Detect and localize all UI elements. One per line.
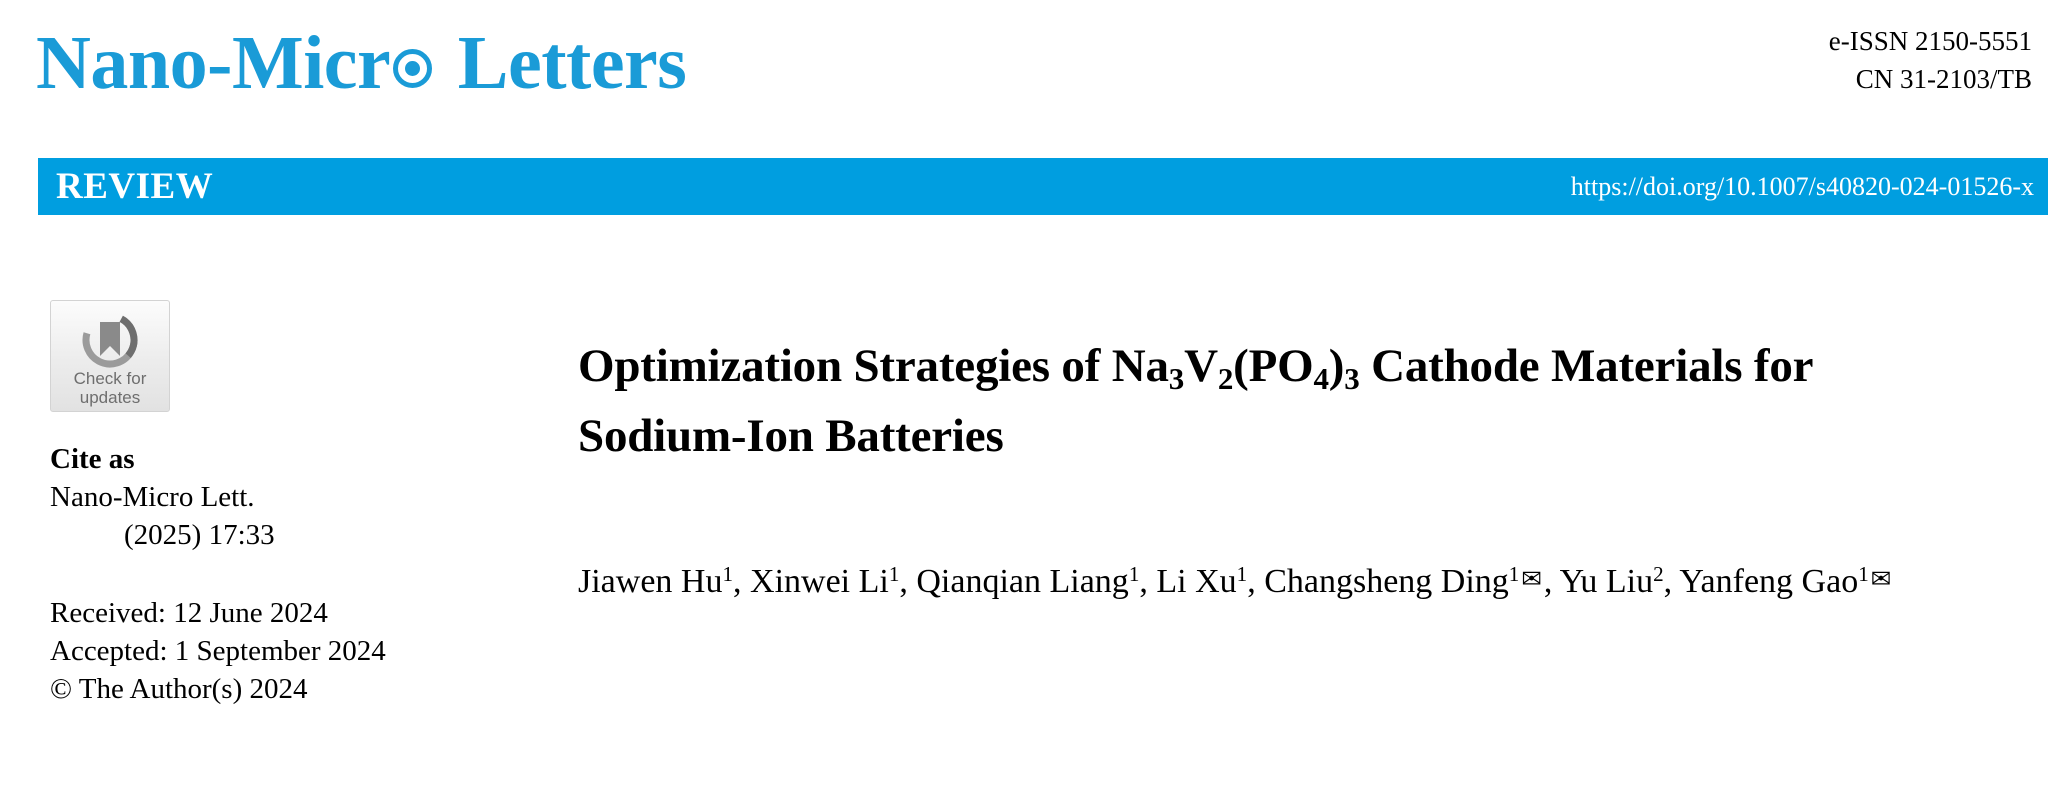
author-affiliation-marker: 1: [888, 561, 900, 586]
circled-o-logo-icon: [391, 47, 438, 94]
eissn-text: e-ISSN 2150-5551: [1828, 26, 2032, 56]
author-list: Jiawen Hu1, Xinwei Li1, Qianqian Liang1,…: [578, 553, 1938, 607]
author-entry: Qianqian Liang1,: [916, 563, 1156, 600]
crossmark-update-icon: [82, 312, 138, 368]
article-header-column: Optimization Strategies of Na3V2(PO4)3 C…: [578, 300, 1998, 608]
author-separator: ,: [1543, 562, 1560, 600]
article-title: Optimization Strategies of Na3V2(PO4)3 C…: [578, 331, 1938, 471]
crossmark-label-line1: Check for: [73, 369, 147, 388]
author-name: Yanfeng Gao: [1679, 562, 1859, 600]
journal-title-part1: Nano-Micr: [36, 21, 391, 105]
received-date: Received: 12 June 2024: [50, 597, 328, 629]
doi-link[interactable]: https://doi.org/10.1007/s40820-024-01526…: [1570, 171, 2034, 201]
left-metadata-column: Check for updates Cite as Nano-Micro Let…: [50, 300, 520, 708]
author-separator: ,: [899, 562, 917, 600]
author-name: Li Xu: [1156, 562, 1237, 600]
author-affiliation-marker: 2: [1653, 561, 1664, 586]
author-affiliation-marker: 1: [722, 561, 734, 586]
journal-masthead: Nano-Micr Letters e-ISSN 2150-5551 CN 31…: [0, 0, 2048, 150]
corresponding-author-envelope-icon[interactable]: ✉: [1521, 564, 1542, 594]
author-name: Qianqian Liang: [916, 562, 1129, 600]
author-entry: Jiawen Hu1,: [578, 563, 750, 600]
article-type-label: REVIEW: [56, 165, 214, 207]
article-title-subscript: 2: [1217, 361, 1234, 397]
article-title-line2: Materials for Sodium-Ion Batteries: [578, 340, 1813, 463]
author-entry: Xinwei Li1,: [750, 563, 916, 600]
journal-title: Nano-Micr Letters: [36, 21, 687, 105]
crossmark-label-line2: updates: [79, 388, 141, 407]
publication-dates-block: Received: 12 June 2024 Accepted: 1 Septe…: [50, 594, 520, 708]
journal-title-part2: Letters: [439, 21, 687, 105]
article-type-bar: REVIEW https://doi.org/10.1007/s40820-02…: [38, 158, 2048, 215]
author-affiliation-marker: 1: [1128, 561, 1140, 586]
author-separator: ,: [733, 562, 751, 600]
author-entry: Li Xu1,: [1156, 563, 1264, 600]
article-title-subscript: 3: [1344, 361, 1360, 397]
article-title-segment: (PO: [1233, 340, 1314, 393]
author-entry: Yu Liu2,: [1560, 563, 1680, 600]
cite-journal-abbrev: Nano-Micro Lett.: [50, 481, 255, 513]
corresponding-author-envelope-icon[interactable]: ✉: [1870, 564, 1892, 594]
author-name: Jiawen Hu: [578, 562, 723, 600]
cite-volume-issue: (2025) 17:33: [124, 519, 275, 551]
accepted-date: Accepted: 1 September 2024: [50, 635, 386, 667]
author-affiliation-marker: 1: [1858, 561, 1869, 586]
author-separator: ,: [1247, 562, 1265, 600]
author-affiliation-marker: 1: [1236, 561, 1248, 586]
article-title-subscript: 4: [1313, 361, 1329, 397]
article-title-segment: Cathode: [1359, 340, 1540, 393]
author-affiliation-marker: 1: [1508, 561, 1520, 586]
author-name: Xinwei Li: [750, 562, 889, 600]
issn-block: e-ISSN 2150-5551 CN 31-2103/TB: [1829, 22, 2032, 98]
crossmark-badge[interactable]: Check for updates: [50, 300, 170, 412]
author-separator: ,: [1139, 562, 1157, 600]
crossmark-label: Check for updates: [51, 369, 169, 407]
copyright-line: © The Author(s) 2024: [50, 673, 308, 705]
cite-as-heading: Cite as: [50, 443, 135, 475]
author-separator: ,: [1663, 562, 1680, 600]
cite-as-block: Cite as Nano-Micro Lett. (2025) 17:33: [50, 440, 520, 554]
article-title-segment: Optimization Strategies of Na: [578, 340, 1169, 393]
author-name: Yu Liu: [1559, 562, 1654, 600]
author-entry: Yanfeng Gao1✉: [1679, 563, 1893, 600]
article-title-subscript: 3: [1168, 361, 1185, 397]
author-entry: Changsheng Ding1✉,: [1264, 563, 1559, 600]
article-title-segment: ): [1328, 340, 1345, 393]
cn-number-text: CN 31-2103/TB: [1855, 64, 2032, 94]
article-title-segment: V: [1184, 340, 1218, 393]
author-name: Changsheng Ding: [1264, 562, 1509, 600]
